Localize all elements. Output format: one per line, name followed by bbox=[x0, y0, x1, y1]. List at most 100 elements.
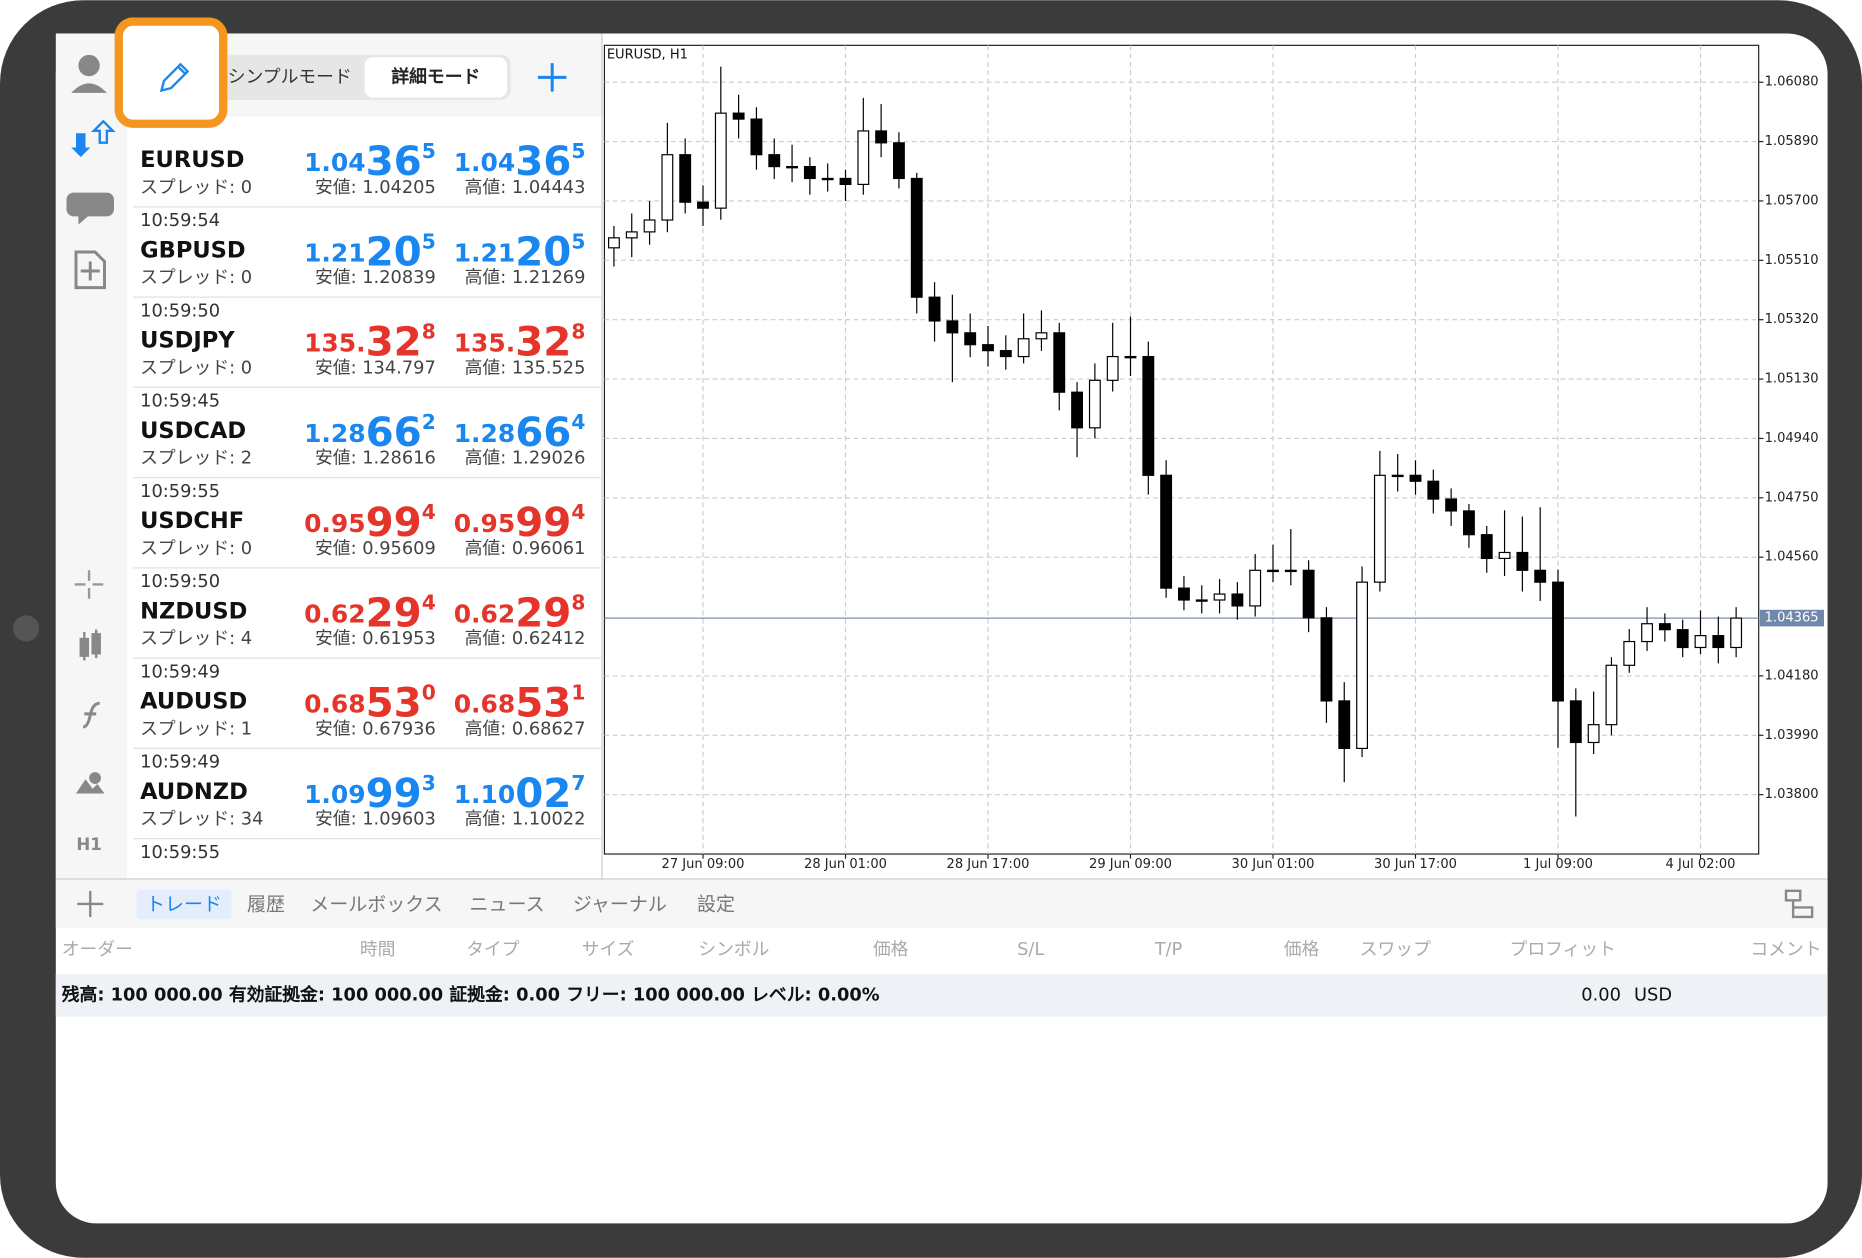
trade-icon bbox=[71, 133, 91, 157]
candle-body bbox=[1213, 593, 1226, 601]
candle-body bbox=[679, 154, 692, 203]
tab[interactable]: トレード bbox=[146, 894, 222, 916]
mode-simple[interactable]: シンプルモード bbox=[228, 66, 352, 87]
tab[interactable]: ニュース bbox=[470, 894, 545, 916]
candle-body bbox=[982, 344, 994, 352]
candle-body bbox=[1730, 617, 1743, 649]
quote-high: 高値: 1.21269 bbox=[465, 267, 586, 288]
candle-body bbox=[1605, 664, 1618, 726]
price[interactable]: 0.95994 bbox=[454, 499, 586, 546]
price[interactable]: 1.28664 bbox=[454, 409, 586, 456]
price[interactable]: 1.10027 bbox=[454, 770, 586, 817]
candle-body bbox=[1498, 551, 1511, 560]
candle-body bbox=[1391, 474, 1404, 478]
price-big: 53 bbox=[366, 680, 422, 727]
quote-spread: スプレッド: 4 bbox=[140, 628, 252, 649]
tab[interactable]: 履歴 bbox=[247, 894, 285, 916]
quote-high: 高値: 0.96061 bbox=[465, 538, 586, 559]
account-icon bbox=[78, 54, 100, 77]
quote-symbol[interactable]: EURUSD bbox=[140, 147, 244, 173]
price[interactable]: 0.68530 bbox=[304, 680, 436, 727]
quote-symbol[interactable]: USDJPY bbox=[140, 328, 235, 354]
price-pip: 8 bbox=[571, 590, 585, 614]
price-prefix: 135. bbox=[454, 329, 516, 358]
x-tick-label: 30 Jun 17:00 bbox=[1374, 857, 1457, 872]
mode-detail[interactable]: 詳細モード bbox=[391, 65, 480, 87]
price-prefix: 0.62 bbox=[454, 599, 516, 628]
tab-active-bg bbox=[136, 889, 232, 920]
quote-high: 高値: 1.04443 bbox=[465, 177, 586, 198]
tab[interactable]: 設定 bbox=[697, 894, 735, 916]
candle-body bbox=[714, 112, 727, 209]
chart-title: EURUSD, H1 bbox=[607, 47, 688, 62]
price[interactable]: 1.04365 bbox=[454, 138, 586, 185]
layout-icon[interactable] bbox=[1784, 889, 1814, 919]
price-big: 29 bbox=[366, 589, 422, 636]
tab-bar bbox=[55, 880, 1828, 928]
candle-body bbox=[1587, 724, 1600, 744]
candle-body bbox=[1160, 474, 1173, 589]
candle-body bbox=[1124, 355, 1137, 359]
summary-bar bbox=[55, 973, 1828, 1017]
camera bbox=[13, 615, 40, 642]
quote-symbol[interactable]: GBPUSD bbox=[140, 237, 245, 263]
price-prefix: 0.68 bbox=[304, 690, 366, 719]
price[interactable]: 1.21205 bbox=[304, 228, 436, 275]
candle-body bbox=[1534, 569, 1547, 583]
edit-icon[interactable] bbox=[159, 62, 190, 93]
price[interactable]: 1.04365 bbox=[304, 138, 436, 185]
candle-body bbox=[1694, 635, 1707, 649]
price[interactable]: 0.68531 bbox=[454, 680, 586, 727]
quote-symbol[interactable]: AUDUSD bbox=[140, 689, 247, 715]
candle-body bbox=[661, 154, 674, 221]
candle-body bbox=[875, 130, 888, 144]
quote-symbol[interactable]: NZDUSD bbox=[140, 598, 247, 624]
quote-symbol[interactable]: USDCHF bbox=[140, 508, 244, 534]
y-tick-label: 1.06080 bbox=[1765, 75, 1819, 90]
price[interactable]: 1.28662 bbox=[304, 409, 436, 456]
y-tick-label: 1.04180 bbox=[1765, 668, 1819, 683]
candle-body bbox=[750, 118, 763, 156]
tab[interactable]: メールボックス bbox=[310, 894, 442, 916]
candle-body bbox=[1053, 332, 1066, 393]
candle-body bbox=[1302, 569, 1315, 619]
price-pip: 5 bbox=[422, 229, 436, 253]
price-pip: 5 bbox=[422, 139, 436, 163]
price[interactable]: 0.62298 bbox=[454, 589, 586, 636]
add-order[interactable] bbox=[77, 890, 104, 917]
timeframe[interactable]: H1 bbox=[76, 835, 101, 854]
currency: USD bbox=[1634, 984, 1672, 1005]
candle-body bbox=[1658, 623, 1671, 631]
price[interactable]: 135.328 bbox=[454, 319, 586, 366]
quote-high: 高値: 0.68627 bbox=[465, 718, 586, 739]
candle-body bbox=[857, 130, 870, 185]
x-tick-label: 28 Jun 01:00 bbox=[804, 857, 887, 872]
quote-low: 安値: 0.67936 bbox=[315, 718, 436, 739]
quote-spread: スプレッド: 2 bbox=[140, 448, 252, 469]
quote-symbol[interactable]: AUDNZD bbox=[140, 779, 248, 805]
quote-symbol[interactable]: USDCAD bbox=[140, 418, 246, 444]
price-pip: 4 bbox=[422, 590, 436, 614]
y-tick-label: 1.05130 bbox=[1765, 372, 1819, 387]
candle-body bbox=[1356, 581, 1368, 750]
candle-body bbox=[1338, 700, 1351, 750]
candle-body bbox=[999, 350, 1012, 358]
candle-body bbox=[1142, 355, 1155, 476]
price[interactable]: 0.95994 bbox=[304, 499, 436, 546]
add-symbol[interactable] bbox=[537, 63, 567, 92]
price[interactable]: 0.62294 bbox=[304, 589, 436, 636]
price-big: 20 bbox=[515, 228, 571, 275]
price-pip: 5 bbox=[571, 229, 585, 253]
plot-area bbox=[603, 44, 1760, 855]
candle-body bbox=[1249, 569, 1262, 607]
price-big: 36 bbox=[366, 138, 422, 185]
tab[interactable]: ジャーナル bbox=[573, 894, 667, 916]
news-icon-plus bbox=[80, 261, 100, 281]
price-prefix: 135. bbox=[304, 329, 366, 358]
price[interactable]: 1.09993 bbox=[304, 770, 436, 817]
candle-body bbox=[1284, 569, 1297, 573]
price[interactable]: 1.21205 bbox=[454, 228, 586, 275]
quote-low: 安値: 134.797 bbox=[315, 357, 436, 378]
quote-low: 安値: 1.20839 bbox=[315, 267, 436, 288]
price[interactable]: 135.328 bbox=[304, 319, 436, 366]
